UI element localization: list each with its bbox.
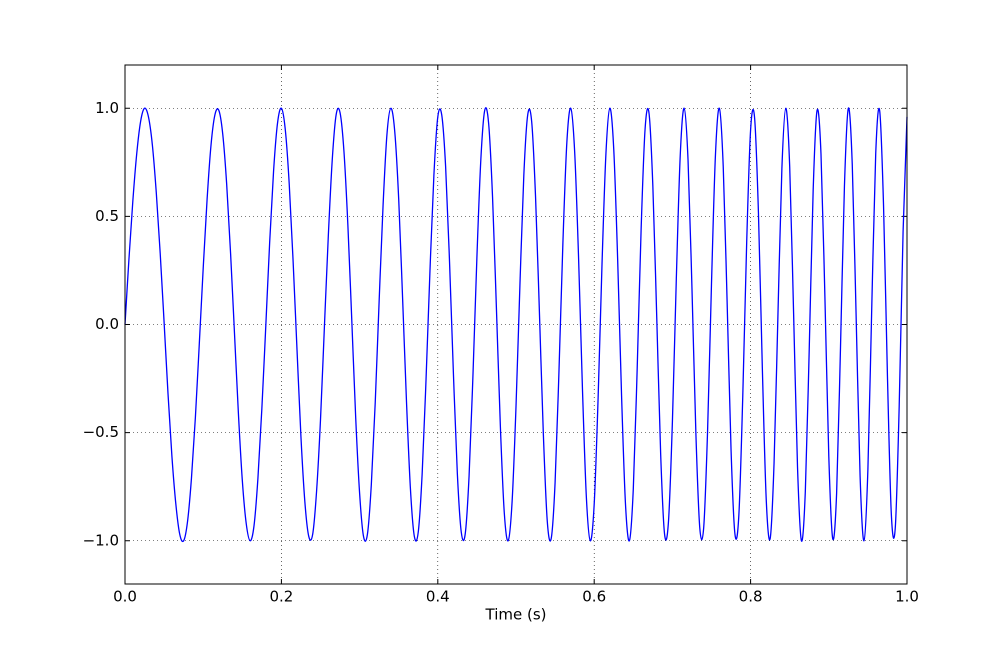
y-tick-label: 1.0 bbox=[95, 99, 119, 117]
x-tick-label: 0.6 bbox=[582, 588, 606, 606]
x-tick-label: 0.0 bbox=[113, 588, 137, 606]
y-tick-label: 0.5 bbox=[95, 207, 119, 225]
y-tick-label: 0.0 bbox=[95, 315, 119, 333]
y-tick-label: −0.5 bbox=[83, 423, 119, 441]
y-tick-label: −1.0 bbox=[83, 531, 119, 549]
plot-frame bbox=[124, 64, 908, 585]
line bbox=[124, 107, 908, 543]
x-tick-label: 1.0 bbox=[895, 588, 919, 606]
x-tick-label: 0.8 bbox=[739, 588, 763, 606]
x-tick-label: 0.4 bbox=[426, 588, 450, 606]
x-tick-label: 0.2 bbox=[269, 588, 293, 606]
x-axis-label: Time (s) bbox=[485, 606, 547, 624]
